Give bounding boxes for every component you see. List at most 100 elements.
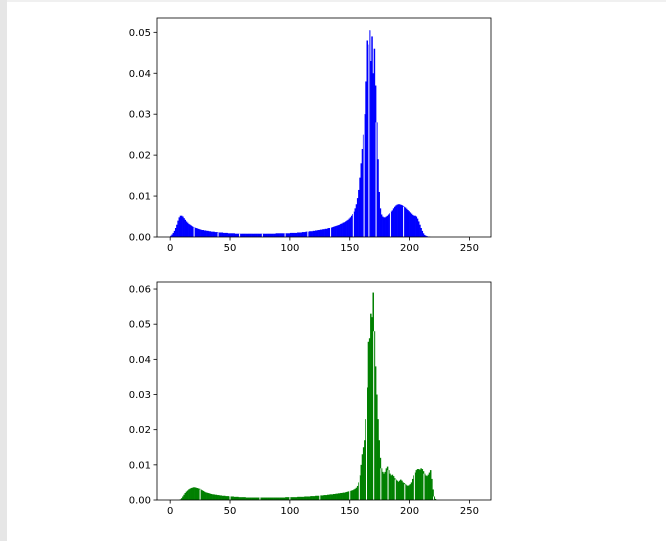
bin-gap xyxy=(330,227,332,237)
histogram-bar xyxy=(373,48,376,238)
x-tick-label: 250 xyxy=(460,506,479,517)
histogram-bar xyxy=(228,233,231,237)
histogram-bar xyxy=(173,230,176,237)
histogram-bar xyxy=(331,227,334,237)
histogram-bar xyxy=(329,494,331,500)
histogram-bar xyxy=(212,494,214,500)
x-tick-label: 150 xyxy=(340,506,359,517)
bin-gap xyxy=(389,211,391,237)
blue-histogram: 0 50 100 150 200 250 0.00 0.01 0.02 0.03 0.04 0.05 xyxy=(129,17,492,254)
histogram-bar xyxy=(397,481,400,500)
histogram-bar xyxy=(389,473,391,500)
histogram-bar xyxy=(233,233,236,237)
histogram-bar xyxy=(385,216,388,237)
histogram-bar xyxy=(242,497,244,500)
histogram-bar xyxy=(200,229,202,237)
histogram-bar xyxy=(347,219,349,237)
bars xyxy=(170,30,431,238)
histogram-bar xyxy=(377,419,379,500)
histogram-bar xyxy=(210,494,213,500)
histogram-bar xyxy=(373,331,376,500)
histogram-bar xyxy=(282,233,285,237)
histogram-bar xyxy=(318,230,321,237)
histogram-bar xyxy=(409,484,412,500)
histogram-bar xyxy=(385,468,388,500)
histogram-bar xyxy=(337,225,340,237)
y-tick-label: 0.06 xyxy=(129,285,151,296)
histogram-bar xyxy=(286,233,288,237)
histogram-bar xyxy=(408,211,410,237)
bin-gap xyxy=(404,484,406,500)
histogram-bar xyxy=(182,216,184,237)
bin-gap xyxy=(363,114,365,237)
histogram-bar xyxy=(325,495,328,500)
histogram-bar xyxy=(285,233,287,237)
histogram-bar xyxy=(342,222,345,237)
histogram-bar xyxy=(390,475,392,500)
histogram-bar xyxy=(273,233,275,237)
histogram-bar xyxy=(298,232,300,237)
x-tick-label: 200 xyxy=(400,243,419,254)
histogram-bar xyxy=(309,496,311,500)
histogram-bar xyxy=(305,231,307,237)
histogram-bar xyxy=(291,232,293,237)
histogram-bar xyxy=(338,493,341,500)
histogram-bar xyxy=(417,221,420,237)
histogram-bar xyxy=(249,233,251,237)
histogram-bar xyxy=(328,494,330,500)
histogram-bar xyxy=(313,496,316,500)
histogram-bar xyxy=(257,233,260,237)
histogram-bar xyxy=(253,497,256,500)
histogram-bar xyxy=(234,496,237,500)
histogram-bar xyxy=(233,496,236,500)
histogram-bar xyxy=(378,191,380,237)
histogram-bar xyxy=(330,227,333,237)
histogram-bar xyxy=(376,394,378,500)
bars xyxy=(179,292,437,500)
histogram-bar xyxy=(342,492,345,500)
histogram-bar xyxy=(182,496,184,500)
histogram-bar xyxy=(174,227,177,237)
histogram-bar xyxy=(428,472,431,500)
histogram-bar xyxy=(434,498,437,500)
x-tick-label: 250 xyxy=(460,243,479,254)
histogram-bar xyxy=(203,491,206,500)
histogram-bar xyxy=(267,233,269,237)
histogram-bar xyxy=(277,233,280,237)
histogram-bar xyxy=(396,480,398,500)
x-tick-label: 0 xyxy=(167,243,173,254)
histogram-bar xyxy=(408,485,410,500)
histogram-bar xyxy=(243,233,245,237)
histogram-bar xyxy=(419,224,421,237)
histogram-bar xyxy=(425,235,427,237)
histogram-bar xyxy=(262,497,264,500)
histogram-bar xyxy=(299,496,301,500)
histogram-bar xyxy=(307,496,310,500)
histogram-bar xyxy=(303,232,305,237)
histogram-bar xyxy=(293,497,295,500)
histogram-bar xyxy=(274,233,276,237)
window-top-edge xyxy=(7,0,666,2)
histogram-bar xyxy=(359,177,361,237)
histogram-bar xyxy=(195,487,197,500)
histogram-bar xyxy=(316,495,318,500)
histogram-bar xyxy=(244,497,246,500)
histogram-bar xyxy=(215,494,218,500)
histogram-bar xyxy=(371,36,373,237)
histogram-bar xyxy=(407,209,409,237)
histogram-bar xyxy=(219,232,221,237)
histogram-bar xyxy=(250,233,252,237)
x-tick-label: 100 xyxy=(280,506,299,517)
histogram-bar xyxy=(255,233,257,237)
histogram-bar xyxy=(350,490,353,500)
histogram-bar xyxy=(360,163,363,237)
histogram-bar xyxy=(410,213,413,237)
histogram-bar xyxy=(232,233,234,237)
histogram-bar xyxy=(265,497,268,500)
histogram-bar xyxy=(354,208,357,237)
histogram-bar xyxy=(390,211,392,237)
histogram-bar xyxy=(207,230,209,237)
histogram-bar xyxy=(186,222,189,237)
y-tick-label: 0.03 xyxy=(129,390,151,401)
histogram-bar xyxy=(370,60,372,238)
